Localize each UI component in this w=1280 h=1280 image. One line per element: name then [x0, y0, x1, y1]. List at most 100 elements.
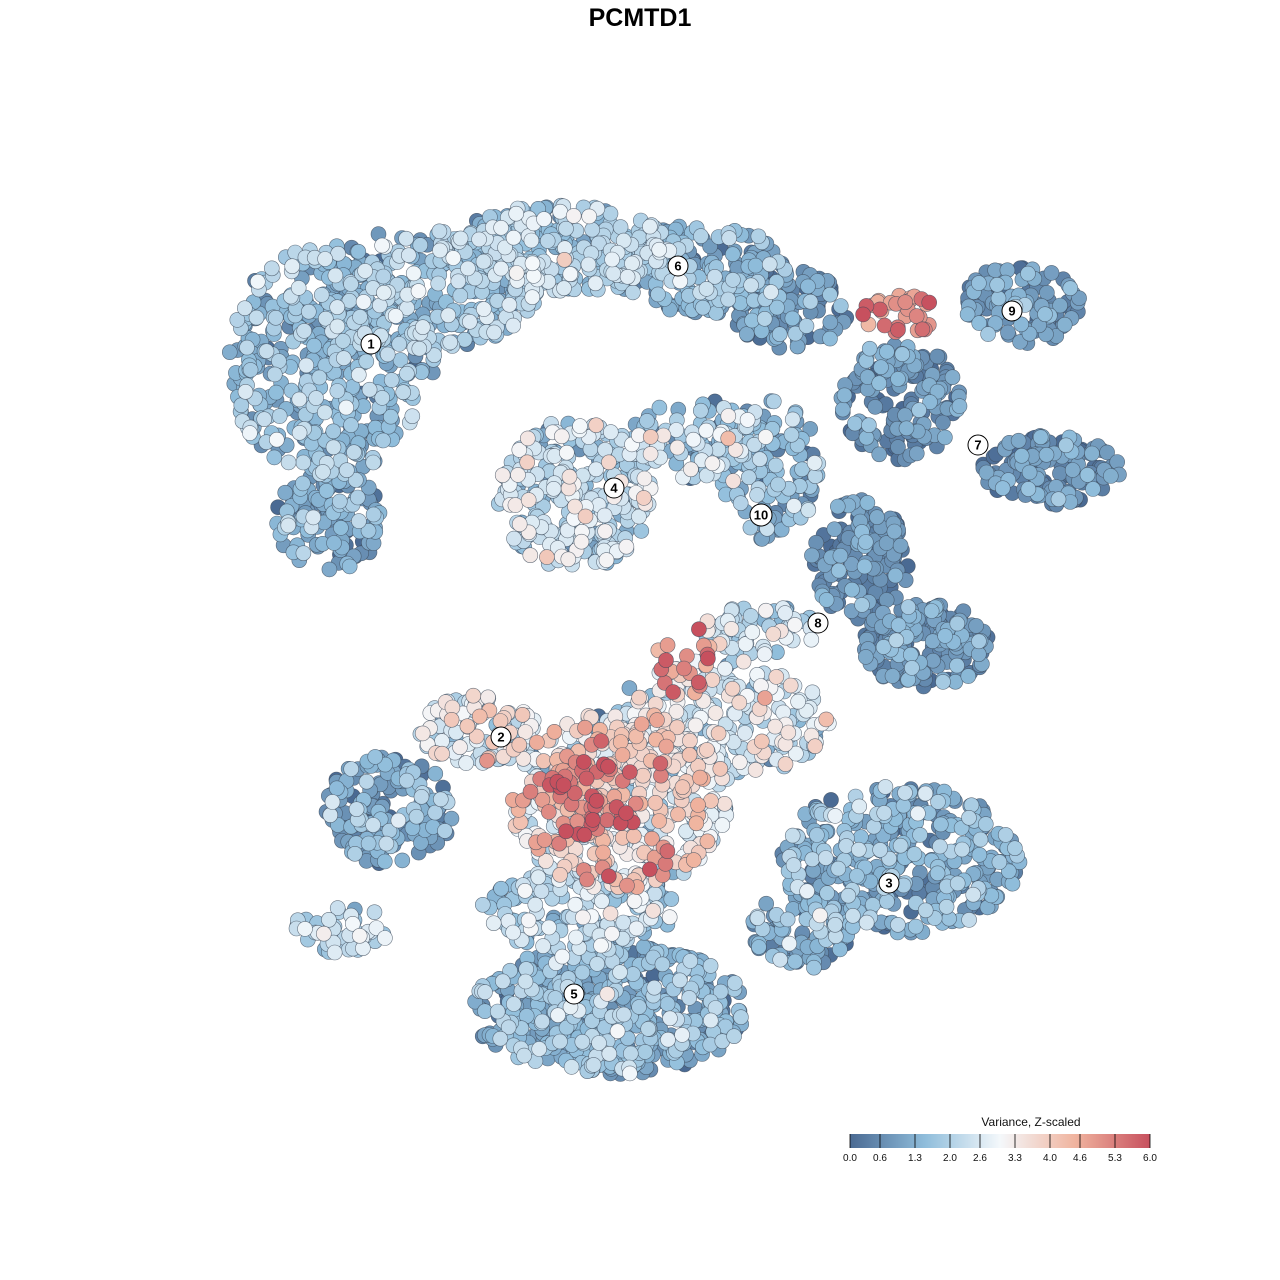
- data-point: [343, 417, 359, 433]
- data-point: [932, 816, 949, 833]
- data-point: [751, 939, 767, 955]
- data-point: [840, 887, 857, 904]
- data-point: [723, 621, 740, 637]
- data-point: [1032, 429, 1049, 446]
- data-point: [350, 243, 367, 260]
- data-point: [989, 276, 1006, 293]
- data-points: [222, 197, 1127, 1082]
- data-point: [615, 914, 632, 931]
- data-point: [731, 694, 748, 711]
- data-point: [573, 533, 590, 550]
- data-point: [929, 348, 946, 365]
- data-point: [725, 272, 741, 288]
- data-point: [832, 941, 848, 958]
- data-point: [612, 734, 629, 750]
- data-point: [442, 334, 459, 351]
- data-point: [635, 490, 652, 506]
- data-point: [879, 343, 895, 360]
- data-point: [682, 953, 699, 969]
- data-point: [622, 764, 638, 780]
- data-point: [908, 445, 925, 462]
- data-point: [857, 649, 874, 665]
- data-point: [619, 268, 636, 285]
- data-point: [871, 446, 888, 463]
- data-point: [581, 208, 598, 225]
- data-point: [699, 742, 715, 758]
- data-point: [493, 220, 509, 236]
- data-point: [877, 779, 894, 795]
- data-point: [1043, 265, 1060, 281]
- data-point: [619, 877, 635, 894]
- data-point: [659, 843, 676, 860]
- data-point: [316, 404, 333, 421]
- data-point: [861, 340, 878, 357]
- data-point: [375, 268, 392, 285]
- data-point: [872, 301, 888, 318]
- data-point: [508, 205, 525, 222]
- data-point: [443, 711, 460, 728]
- data-point: [305, 509, 322, 526]
- data-point: [827, 916, 843, 933]
- data-point: [622, 1065, 638, 1082]
- data-point: [626, 893, 643, 910]
- data-point: [604, 251, 620, 268]
- data-point: [412, 237, 429, 253]
- data-point: [588, 417, 604, 434]
- data-point: [908, 308, 925, 324]
- data-point: [690, 797, 706, 813]
- data-point: [539, 233, 556, 249]
- data-point: [615, 1006, 632, 1023]
- data-point: [907, 918, 924, 935]
- data-point: [400, 247, 417, 263]
- data-point: [631, 689, 647, 706]
- data-point: [767, 457, 784, 474]
- data-point: [949, 875, 966, 892]
- data-point: [867, 399, 884, 415]
- data-point: [738, 326, 755, 342]
- data-point: [249, 273, 266, 290]
- data-point: [1020, 265, 1036, 282]
- data-point: [477, 984, 493, 1000]
- data-point: [351, 513, 367, 529]
- data-point: [1000, 324, 1016, 341]
- data-point: [404, 408, 421, 425]
- data-point: [747, 762, 764, 778]
- data-point: [535, 938, 551, 954]
- data-point: [580, 256, 597, 273]
- chart-title: PCMTD1: [589, 4, 692, 32]
- data-point: [692, 769, 708, 786]
- data-point: [651, 813, 667, 829]
- data-point: [505, 317, 522, 334]
- data-point: [777, 756, 794, 772]
- data-point: [579, 871, 595, 888]
- data-point: [888, 632, 905, 649]
- data-point: [744, 624, 761, 640]
- data-point: [599, 986, 616, 1002]
- data-point: [779, 911, 796, 928]
- data-point: [479, 752, 495, 769]
- data-point: [961, 809, 977, 826]
- data-point: [721, 230, 738, 246]
- data-point: [649, 712, 665, 728]
- data-point: [326, 535, 342, 551]
- data-point: [377, 930, 393, 946]
- data-point: [693, 228, 709, 244]
- data-point: [674, 1027, 690, 1043]
- data-point: [658, 652, 674, 669]
- data-point: [954, 841, 970, 858]
- data-point: [589, 956, 606, 972]
- data-point: [578, 770, 595, 787]
- data-point: [295, 475, 311, 492]
- data-point: [486, 324, 502, 341]
- data-point: [935, 414, 951, 431]
- data-point: [743, 277, 759, 294]
- data-point: [897, 407, 913, 424]
- data-point: [471, 708, 488, 725]
- data-point: [890, 322, 906, 338]
- data-point: [408, 808, 425, 825]
- data-point: [556, 280, 572, 297]
- data-point: [552, 203, 569, 220]
- data-point: [367, 749, 384, 765]
- data-point: [725, 473, 742, 489]
- data-point: [636, 470, 653, 487]
